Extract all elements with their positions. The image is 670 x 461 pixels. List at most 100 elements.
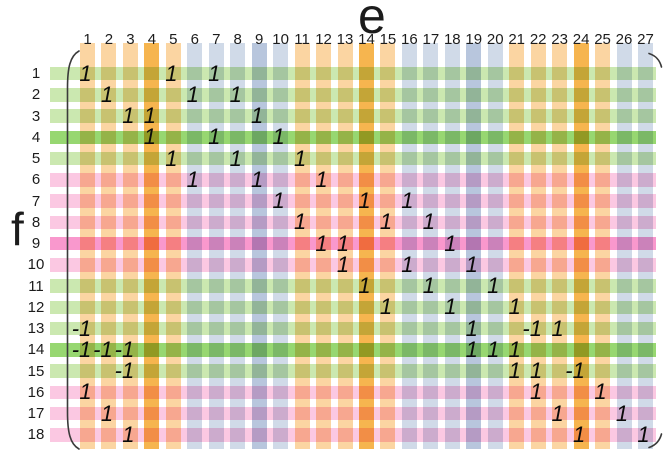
- row-header: 4: [31, 128, 41, 146]
- matrix-entry: -1: [114, 336, 135, 362]
- column-stripe: [616, 43, 632, 449]
- matrix-entry: 1: [551, 315, 564, 341]
- matrix-entry: 1: [208, 60, 221, 86]
- matrix-entry: 1: [165, 145, 178, 171]
- matrix-entry: 1: [444, 294, 457, 320]
- column-header: 21: [508, 31, 526, 48]
- matrix-entry: 1: [251, 166, 264, 192]
- column-header: 24: [572, 31, 590, 48]
- left-axis-label: f: [11, 203, 24, 255]
- column-header: 1: [83, 31, 92, 48]
- column-stripe: [165, 43, 181, 449]
- column-stripe: [466, 43, 482, 449]
- matrix-entry: 1: [143, 124, 156, 150]
- matrix-entry: 1: [122, 103, 135, 129]
- matrix-entry: 1: [315, 166, 328, 192]
- column-stripe: [251, 43, 267, 449]
- matrix-entry: 1: [208, 124, 221, 150]
- matrix-entry: 1: [551, 400, 564, 426]
- column-stripe: [595, 43, 611, 449]
- row-header: 7: [31, 192, 41, 210]
- matrix-entry: 1: [186, 166, 199, 192]
- column-header: 5: [169, 31, 178, 48]
- column-header: 7: [212, 31, 221, 48]
- column-stripe: [144, 43, 160, 449]
- matrix-entry: 1: [379, 209, 393, 235]
- column-header: 4: [147, 31, 157, 48]
- column-stripe: [208, 43, 224, 449]
- column-stripe: [530, 43, 546, 449]
- column-header: 13: [336, 31, 354, 48]
- matrix-entry: 1: [401, 251, 414, 277]
- column-header: 11: [294, 31, 310, 48]
- column-stripe: [487, 43, 503, 449]
- column-header: 15: [379, 31, 397, 48]
- row-header: 9: [31, 235, 41, 253]
- matrix-entry: 1: [572, 421, 586, 447]
- matrix-entry: 1: [143, 103, 156, 129]
- column-header: 26: [615, 31, 633, 48]
- matrix-entry: 1: [315, 230, 328, 256]
- column-header: 18: [443, 31, 461, 48]
- column-stripe: [637, 43, 653, 449]
- matrix-entry: 1: [487, 273, 500, 299]
- row-header: 13: [27, 320, 45, 338]
- matrix-entry: -1: [93, 336, 113, 362]
- matrix-entry: 1: [165, 60, 178, 86]
- matrix-entry: -1: [565, 358, 585, 384]
- column-stripe: [552, 43, 568, 449]
- matrix-entry: 1: [100, 400, 114, 426]
- matrix-entry: 1: [186, 81, 199, 107]
- column-header: 9: [255, 31, 264, 48]
- column-stripe: [80, 43, 95, 449]
- matrix-entry: 1: [465, 251, 478, 277]
- matrix-entry: -1: [71, 336, 92, 362]
- matrix-entry: 1: [358, 188, 371, 214]
- matrix-entry: 1: [229, 81, 242, 107]
- row-header: 6: [31, 171, 41, 189]
- column-header: 2: [104, 31, 114, 48]
- column-header: 25: [594, 31, 611, 48]
- column-header: 10: [272, 31, 289, 48]
- matrix-entry: 1: [594, 379, 607, 405]
- matrix-entry: 1: [530, 379, 543, 405]
- row-header: 5: [31, 150, 41, 168]
- matrix-entry: 1: [508, 358, 521, 384]
- row-header: 8: [31, 213, 41, 231]
- matrix-entry: 1: [487, 336, 500, 362]
- column-header: 3: [126, 31, 135, 48]
- matrix-entry: 1: [122, 421, 135, 447]
- matrix-entry: 1: [336, 251, 350, 277]
- row-header: 2: [31, 86, 41, 104]
- top-axis-label: e: [358, 0, 386, 44]
- matrix-entry: 1: [100, 81, 114, 107]
- matrix-entry: -1: [522, 315, 542, 341]
- matrix-entry: 1: [422, 273, 435, 299]
- matrix-entry: 1: [379, 294, 393, 320]
- column-header: 19: [465, 31, 483, 48]
- column-stripe: [122, 43, 138, 449]
- matrix-entry: 1: [637, 421, 650, 447]
- row-header: 12: [27, 298, 45, 316]
- row-header: 16: [27, 383, 45, 401]
- row-header: 15: [27, 362, 45, 380]
- matrix-entry: 1: [444, 230, 457, 256]
- row-header: 14: [27, 341, 45, 359]
- column-header: 16: [401, 31, 418, 48]
- column-header: 23: [551, 31, 568, 48]
- row-header: 1: [31, 65, 41, 82]
- column-header: 8: [233, 31, 242, 48]
- column-stripe: [573, 43, 589, 449]
- column-stripe: [358, 43, 374, 449]
- matrix-entry: 1: [251, 103, 264, 129]
- column-stripe: [294, 43, 310, 449]
- column-stripe: [230, 43, 246, 449]
- matrix-entry: 1: [293, 145, 307, 171]
- column-stripe: [273, 43, 289, 449]
- matrix-entry: 1: [272, 124, 285, 150]
- matrix-entry: 1: [508, 294, 521, 320]
- column-header: 27: [637, 31, 654, 48]
